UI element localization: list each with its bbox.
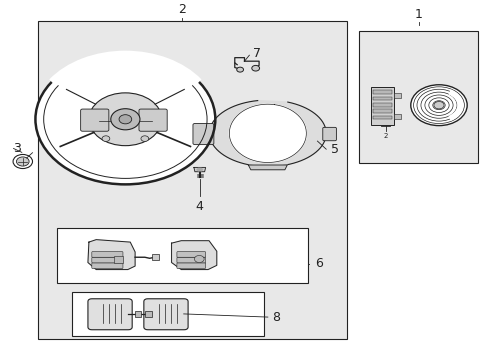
FancyBboxPatch shape xyxy=(177,252,205,257)
Bar xyxy=(134,311,141,317)
Bar xyxy=(372,97,391,100)
Circle shape xyxy=(194,256,203,262)
Text: 2: 2 xyxy=(383,133,387,139)
Polygon shape xyxy=(197,168,202,171)
Circle shape xyxy=(251,66,259,71)
FancyBboxPatch shape xyxy=(92,257,122,263)
Text: 5: 5 xyxy=(330,143,338,156)
Text: 1: 1 xyxy=(414,8,422,21)
FancyBboxPatch shape xyxy=(139,109,167,131)
Bar xyxy=(358,31,477,163)
FancyBboxPatch shape xyxy=(143,299,188,330)
Polygon shape xyxy=(88,240,135,270)
Text: 3: 3 xyxy=(14,142,21,155)
Circle shape xyxy=(111,109,140,130)
Bar xyxy=(57,228,307,283)
FancyBboxPatch shape xyxy=(193,123,213,145)
Bar xyxy=(114,256,122,262)
FancyBboxPatch shape xyxy=(88,299,132,330)
FancyBboxPatch shape xyxy=(92,263,122,269)
FancyBboxPatch shape xyxy=(92,252,122,257)
Circle shape xyxy=(89,93,162,146)
Circle shape xyxy=(35,54,215,184)
Circle shape xyxy=(102,136,110,141)
Bar xyxy=(393,114,400,119)
Text: 4: 4 xyxy=(195,200,203,213)
Bar xyxy=(152,254,159,260)
Text: 8: 8 xyxy=(272,311,280,324)
Circle shape xyxy=(119,115,131,124)
Bar xyxy=(72,292,264,336)
FancyBboxPatch shape xyxy=(322,127,336,141)
Polygon shape xyxy=(171,241,216,270)
Polygon shape xyxy=(248,165,287,170)
Bar xyxy=(372,103,391,107)
Text: 2: 2 xyxy=(178,4,186,17)
Polygon shape xyxy=(194,167,205,172)
FancyBboxPatch shape xyxy=(370,86,393,125)
FancyBboxPatch shape xyxy=(81,109,109,131)
Bar xyxy=(372,90,391,94)
FancyBboxPatch shape xyxy=(177,263,205,269)
Polygon shape xyxy=(209,100,325,167)
Bar xyxy=(393,93,400,98)
Circle shape xyxy=(433,102,443,109)
Text: 7: 7 xyxy=(252,46,260,60)
Bar xyxy=(38,21,346,339)
Bar xyxy=(372,109,391,113)
Circle shape xyxy=(410,85,466,126)
Bar xyxy=(372,116,391,119)
Circle shape xyxy=(17,157,29,166)
Text: 6: 6 xyxy=(314,257,322,270)
Circle shape xyxy=(13,154,32,168)
Polygon shape xyxy=(229,104,305,162)
Circle shape xyxy=(141,136,148,141)
Bar xyxy=(145,311,152,317)
FancyBboxPatch shape xyxy=(177,257,205,263)
Circle shape xyxy=(236,67,243,72)
